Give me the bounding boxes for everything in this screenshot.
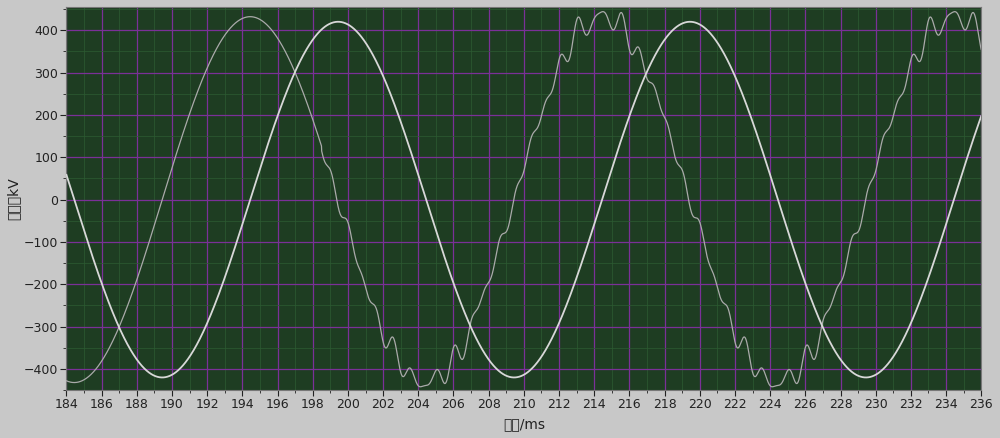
X-axis label: 时间/ms: 时间/ms [503, 417, 545, 431]
Y-axis label: 幅値／kV: 幅値／kV [7, 177, 21, 220]
